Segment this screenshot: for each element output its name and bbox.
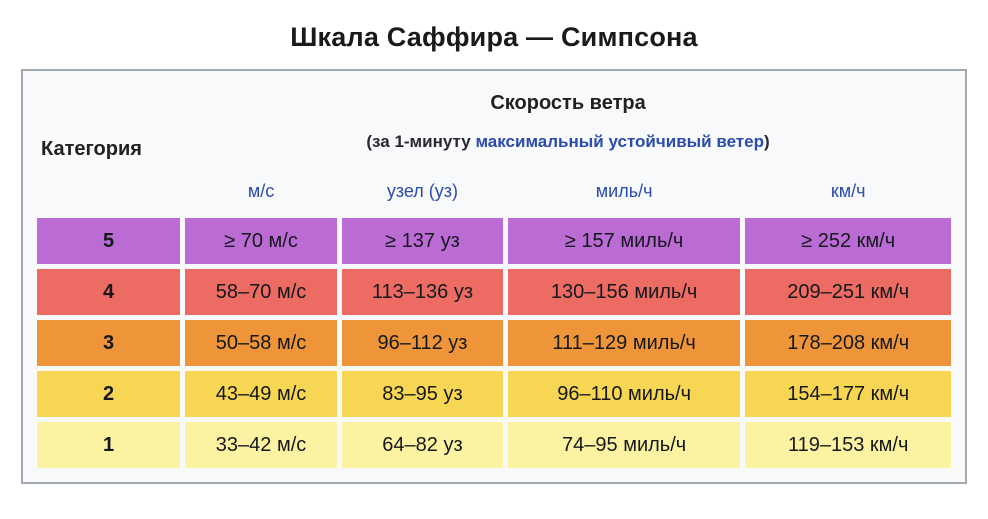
- saffir-simpson-table: Категория Скорость ветра (за 1-минуту ма…: [21, 69, 967, 484]
- mph-unit-link[interactable]: миль/ч: [595, 180, 653, 201]
- category-header: Категория: [41, 137, 142, 160]
- kmh-cell: 209–251 км/ч: [745, 269, 951, 315]
- knots-cell: 83–95 уз: [342, 371, 503, 417]
- header-row-units: м/с узел (уз) миль/ч км/ч: [37, 169, 951, 213]
- ms-cell: 58–70 м/с: [185, 269, 337, 315]
- category-cell: 3: [37, 320, 181, 366]
- subtitle-prefix: (за 1-минуту: [366, 132, 476, 151]
- unit-header-knots: узел (уз): [342, 169, 503, 213]
- mph-cell: 130–156 миль/ч: [507, 269, 741, 315]
- table-row-category-1: 1 33–42 м/с 64–82 уз 74–95 миль/ч 119–15…: [37, 422, 951, 468]
- category-cell: 2: [37, 371, 181, 417]
- knots-cell: 113–136 уз: [342, 269, 503, 315]
- knots-cell: 96–112 уз: [342, 320, 503, 366]
- kmh-cell: 178–208 км/ч: [745, 320, 951, 366]
- page-title: Шкала Саффира — Симпсона: [290, 22, 698, 52]
- table-row-category-5: 5 ≥ 70 м/с ≥ 137 уз ≥ 157 миль/ч ≥ 252 к…: [37, 218, 951, 264]
- kmh-cell: ≥ 252 км/ч: [745, 218, 951, 264]
- table-row-category-4: 4 58–70 м/с 113–136 уз 130–156 миль/ч 20…: [37, 269, 951, 315]
- subtitle-suffix: ): [763, 132, 770, 151]
- knots-cell: ≥ 137 уз: [342, 218, 503, 264]
- unit-header-kmh: км/ч: [745, 169, 951, 213]
- header-row-main: Категория Скорость ветра (за 1-минуту ма…: [37, 85, 951, 164]
- mph-cell: 111–129 миль/ч: [507, 320, 741, 366]
- knots-unit-link[interactable]: узел (уз): [386, 180, 459, 201]
- category-cell: 1: [37, 422, 181, 468]
- ms-unit-link[interactable]: м/с: [247, 180, 275, 201]
- wind-speed-header: Скорость ветра (за 1-минуту максимальный…: [185, 85, 951, 164]
- kmh-cell: 119–153 км/ч: [745, 422, 951, 468]
- mph-cell: ≥ 157 миль/ч: [507, 218, 741, 264]
- ms-cell: 43–49 м/с: [185, 371, 337, 417]
- kmh-unit-link[interactable]: км/ч: [830, 180, 866, 201]
- wind-speed-title: Скорость ветра: [490, 92, 646, 114]
- table-row-category-3: 3 50–58 м/с 96–112 уз 111–129 миль/ч 178…: [37, 320, 951, 366]
- ms-cell: 33–42 м/с: [185, 422, 337, 468]
- category-cell: 4: [37, 269, 181, 315]
- mph-cell: 96–110 миль/ч: [507, 371, 741, 417]
- unit-header-mph: миль/ч: [508, 169, 740, 213]
- kmh-cell: 154–177 км/ч: [745, 371, 951, 417]
- mph-cell: 74–95 миль/ч: [507, 422, 741, 468]
- knots-cell: 64–82 уз: [342, 422, 503, 468]
- table-row-category-2: 2 43–49 м/с 83–95 уз 96–110 миль/ч 154–1…: [37, 371, 951, 417]
- category-cell: 5: [37, 218, 181, 264]
- ms-cell: 50–58 м/с: [185, 320, 337, 366]
- wind-speed-table: Категория Скорость ветра (за 1-минуту ма…: [32, 80, 956, 473]
- max-sustained-wind-link[interactable]: максимальный устойчивый ветер: [475, 132, 764, 151]
- wind-speed-subtitle: (за 1-минуту максимальный устойчивый вет…: [185, 132, 951, 152]
- unit-header-ms: м/с: [185, 169, 337, 213]
- ms-cell: ≥ 70 м/с: [185, 218, 337, 264]
